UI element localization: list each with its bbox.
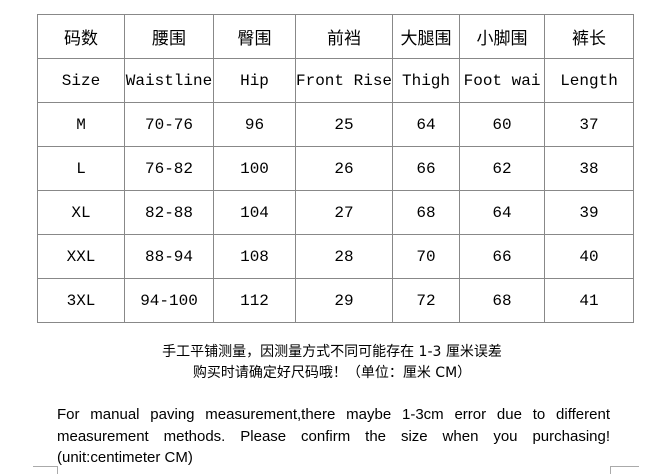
table-row: M 70-76 96 25 64 60 37 [37, 102, 635, 147]
table-row: L 76-82 100 26 66 62 38 [37, 146, 635, 191]
chinese-note: 手工平铺测量，因测量方式不同可能存在 1-3 厘米误差 购买时请确定好尺码哦！（… [0, 342, 664, 384]
table-row: XXL 88-94 108 28 70 66 40 [37, 234, 635, 279]
table-cell: Waistline [124, 58, 214, 103]
table-cell: 70 [392, 234, 461, 279]
header-row-chinese: 码数 腰围 臀围 前裆 大腿围 小脚围 裤长 [37, 14, 635, 59]
table-cell: XXL [37, 234, 125, 279]
table-cell: 38 [544, 146, 635, 191]
table-cell: 72 [392, 278, 461, 323]
table-cell: Front Rise [294, 58, 394, 103]
table-cell: Thigh [392, 58, 461, 103]
table-cell: 108 [213, 234, 296, 279]
table-cell: 76-82 [124, 146, 214, 191]
table-cell: Hip [213, 58, 296, 103]
table-cell: Size [37, 58, 125, 103]
table-cell: 腰围 [124, 14, 214, 59]
table-cell: 39 [544, 190, 635, 235]
table-cell: 64 [459, 190, 546, 235]
table-cell: 37 [544, 102, 635, 147]
table-cell: 前裆 [294, 14, 394, 59]
table-cell: 100 [213, 146, 296, 191]
table-cell: 104 [213, 190, 296, 235]
table-cell: 3XL [37, 278, 125, 323]
table-cell: 94-100 [124, 278, 214, 323]
table-cell: 70-76 [124, 102, 214, 147]
table-cell: 68 [392, 190, 461, 235]
table-cell: Length [544, 58, 635, 103]
header-row-english: Size Waistline Hip Front Rise Thigh Foot wai L… [37, 58, 635, 103]
table-cell: 66 [392, 146, 461, 191]
table-cell: 41 [544, 278, 635, 323]
table-cell: 62 [459, 146, 546, 191]
table-cell: 码数 [37, 14, 125, 59]
table-cell: 88-94 [124, 234, 214, 279]
table-cell: 96 [213, 102, 296, 147]
table-cell: 64 [392, 102, 461, 147]
table-cell: 28 [294, 234, 394, 279]
table-cell: 大腿围 [392, 14, 461, 59]
table-cell: 臀围 [213, 14, 296, 59]
table-cell: 68 [459, 278, 546, 323]
table-cell: 25 [294, 102, 394, 147]
size-chart-table: 码数 腰围 臀围 前裆 大腿围 小脚围 裤长 Size Waistline Hip Front Ri… [37, 14, 635, 323]
chinese-note-line-2: 购买时请确定好尺码哦！（单位：厘米 CM） [192, 365, 472, 381]
table-row: XL 82-88 104 27 68 64 39 [37, 190, 635, 235]
table-cell: 27 [294, 190, 394, 235]
page-corner-mark [33, 466, 58, 474]
table-cell: 29 [294, 278, 394, 323]
chinese-note-line-1: 手工平铺测量，因测量方式不同可能存在 1-3 厘米误差 [162, 344, 502, 360]
table-cell: Foot wai [459, 58, 546, 103]
table-cell: L [37, 146, 125, 191]
table-cell: 112 [213, 278, 296, 323]
table-row: 3XL 94-100 112 29 72 68 41 [37, 278, 635, 323]
table-cell: 裤长 [544, 14, 635, 59]
table-cell: 40 [544, 234, 635, 279]
table-cell: M [37, 102, 125, 147]
table-cell: 小脚围 [459, 14, 546, 59]
table-cell: 66 [459, 234, 546, 279]
page-corner-mark [610, 466, 639, 474]
table-cell: 26 [294, 146, 394, 191]
table-cell: 82-88 [124, 190, 214, 235]
table-cell: 60 [459, 102, 546, 147]
english-note: For manual paving measurement,there mayb… [57, 406, 610, 466]
table-cell: XL [37, 190, 125, 235]
